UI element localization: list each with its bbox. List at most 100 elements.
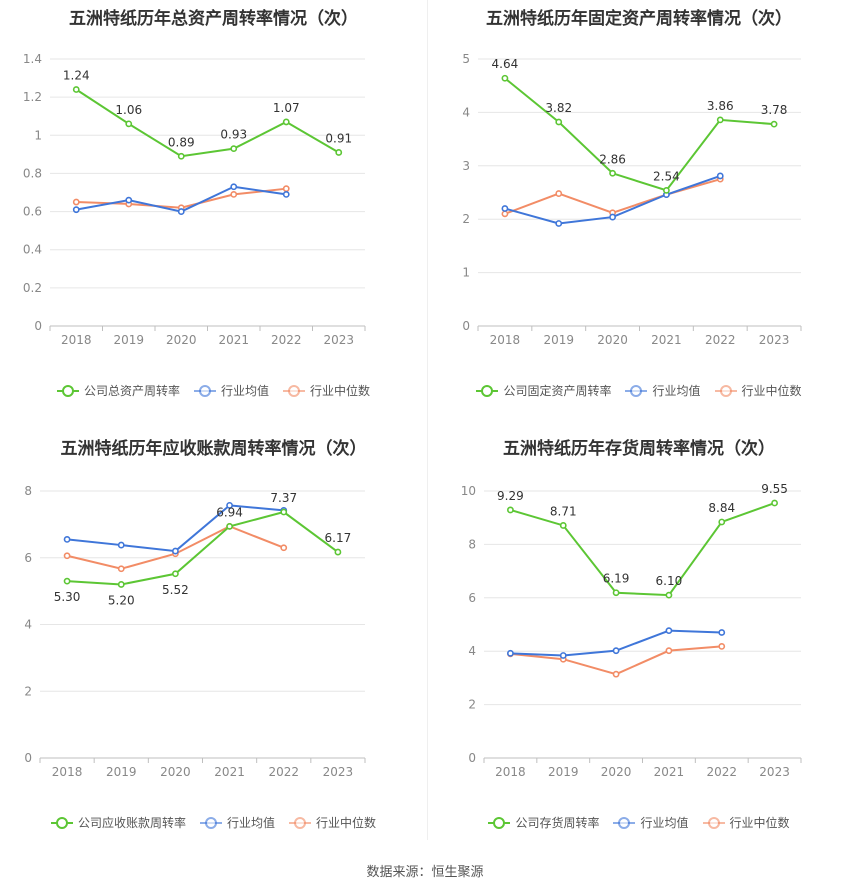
y-tick-label: 0.6: [23, 205, 42, 219]
legend-marker-icon: [476, 384, 499, 397]
legend-label: 行业中位数: [310, 384, 371, 398]
data-point-average: [72, 206, 80, 214]
x-tick-label: 2021: [654, 765, 685, 779]
legend-marker-icon: [613, 816, 636, 829]
series-line-company: [75, 88, 340, 158]
data-label: 5.30: [54, 590, 81, 604]
y-tick-label: 0.8: [23, 166, 42, 180]
legend-label: 公司应收账款周转率: [77, 816, 186, 830]
x-tick-label: 2018: [61, 333, 92, 347]
x-tick-label: 2020: [160, 765, 191, 779]
legend-label: 行业均值: [220, 384, 269, 398]
y-tick-label: 0.4: [23, 243, 42, 257]
y-tick-label: 2: [24, 684, 32, 698]
chart-title: 五洲特纸历年应收账款周转率情况（次）: [60, 439, 367, 459]
x-tick-label: 2019: [106, 765, 137, 779]
legend-item-company[interactable]: 公司应收账款周转率: [50, 814, 186, 831]
x-tick-label: 2020: [166, 333, 197, 347]
legend-item-average[interactable]: 行业均值: [613, 814, 689, 831]
x-tick-label: 2018: [495, 765, 526, 779]
data-label: 8.71: [550, 504, 577, 518]
data-point-company: [771, 499, 778, 507]
data-point-average: [501, 205, 509, 212]
y-tick-label: 5: [462, 52, 470, 66]
y-tick-label: 0: [462, 319, 470, 333]
legend-marker-icon: [283, 384, 305, 397]
legend-item-company[interactable]: 公司总资产周转率: [56, 382, 180, 399]
y-tick-label: 4: [468, 644, 476, 658]
data-point-company: [125, 120, 133, 128]
data-point-company: [559, 522, 567, 529]
series-line-median: [66, 525, 285, 570]
data-point-average: [226, 501, 233, 509]
x-tick-label: 2021: [214, 765, 245, 779]
data-point-company: [63, 577, 71, 585]
legend-marker-icon: [625, 384, 648, 397]
series-line-average: [66, 504, 284, 553]
x-tick-label: 2021: [218, 333, 249, 347]
legend-item-average[interactable]: 行业均值: [199, 814, 275, 831]
data-point-average: [507, 649, 514, 657]
legend-marker-icon: [714, 384, 737, 397]
y-tick-label: 8: [468, 537, 476, 551]
legend-label: 公司存货周转率: [515, 816, 600, 830]
data-label: 1.24: [63, 69, 90, 83]
data-point-median: [501, 210, 509, 218]
legend-item-median[interactable]: 行业中位数: [289, 814, 376, 831]
y-tick-label: 1.2: [23, 90, 42, 104]
data-label: 6.19: [603, 572, 630, 586]
legend-marker-icon: [56, 384, 79, 397]
data-point-average: [117, 541, 125, 549]
legend-marker-icon: [199, 816, 222, 829]
legend-item-median[interactable]: 行业中位数: [714, 382, 802, 399]
legend-label: 公司固定资产周转率: [503, 384, 612, 398]
y-tick-label: 0.2: [23, 281, 42, 295]
data-point-company: [665, 591, 673, 599]
data-label: 9.29: [497, 489, 524, 503]
data-point-average: [718, 629, 726, 636]
data-point-company: [280, 508, 288, 516]
x-tick-label: 2023: [759, 333, 790, 347]
data-label: 8.84: [708, 501, 735, 515]
data-point-company: [501, 74, 509, 82]
data-label: 4.64: [492, 57, 519, 71]
data-point-company: [72, 86, 80, 93]
chart-title: 五洲特纸历年存货周转率情况（次）: [503, 439, 775, 459]
data-source-note: 数据来源：恒生聚源: [366, 865, 484, 880]
y-tick-label: 1: [462, 266, 470, 280]
data-label: 6.10: [656, 574, 683, 588]
legend-marker-icon: [488, 816, 511, 829]
legend-item-company[interactable]: 公司固定资产周转率: [476, 382, 611, 399]
y-tick-label: 2: [462, 212, 470, 226]
x-tick-label: 2020: [601, 765, 632, 779]
data-point-company: [226, 522, 233, 530]
x-tick-label: 2018: [490, 333, 521, 347]
data-point-company: [770, 120, 778, 128]
data-point-average: [172, 547, 179, 555]
data-point-company: [507, 506, 514, 514]
data-label: 7.37: [270, 491, 297, 505]
y-tick-label: 1: [34, 128, 42, 142]
panel-divider: [427, 0, 428, 840]
data-point-company: [230, 145, 238, 153]
data-point-company: [609, 169, 616, 177]
chart-panel-fixed-asset-turnover: 五洲特纸历年固定资产周转率情况（次） 0 1 2 3 4 5 2018 2019 2020 202…: [428, 0, 850, 410]
data-point-average: [609, 213, 616, 221]
legend-item-median[interactable]: 行业中位数: [283, 382, 370, 399]
data-point-company: [716, 116, 724, 124]
legend-item-average[interactable]: 行业均值: [193, 382, 269, 399]
series-line-company: [67, 510, 339, 586]
x-tick-label: 2019: [543, 333, 574, 347]
legend-marker-icon: [702, 816, 725, 829]
chart-legend: 公司总资产周转率 行业均值 行业中位数: [0, 382, 427, 399]
chart-panel-receivables-turnover: 五洲特纸历年应收账款周转率情况（次） 0 2 4 6 8 2018 2019 2020 2021…: [0, 428, 427, 840]
data-point-median: [72, 198, 80, 206]
legend-item-company[interactable]: 公司存货周转率: [488, 814, 599, 831]
chart-legend: 公司存货周转率 行业均值 行业中位数: [428, 814, 850, 831]
chart-plot: 0 2 4 6 8 10 2018 2019 2020 2021 2022 2023 9.29 8.71 6…: [461, 482, 802, 779]
x-tick-label: 2019: [113, 333, 144, 347]
legend-marker-icon: [289, 816, 311, 829]
data-point-median: [718, 642, 726, 650]
legend-item-average[interactable]: 行业均值: [625, 382, 701, 399]
legend-item-median[interactable]: 行业中位数: [702, 814, 790, 831]
